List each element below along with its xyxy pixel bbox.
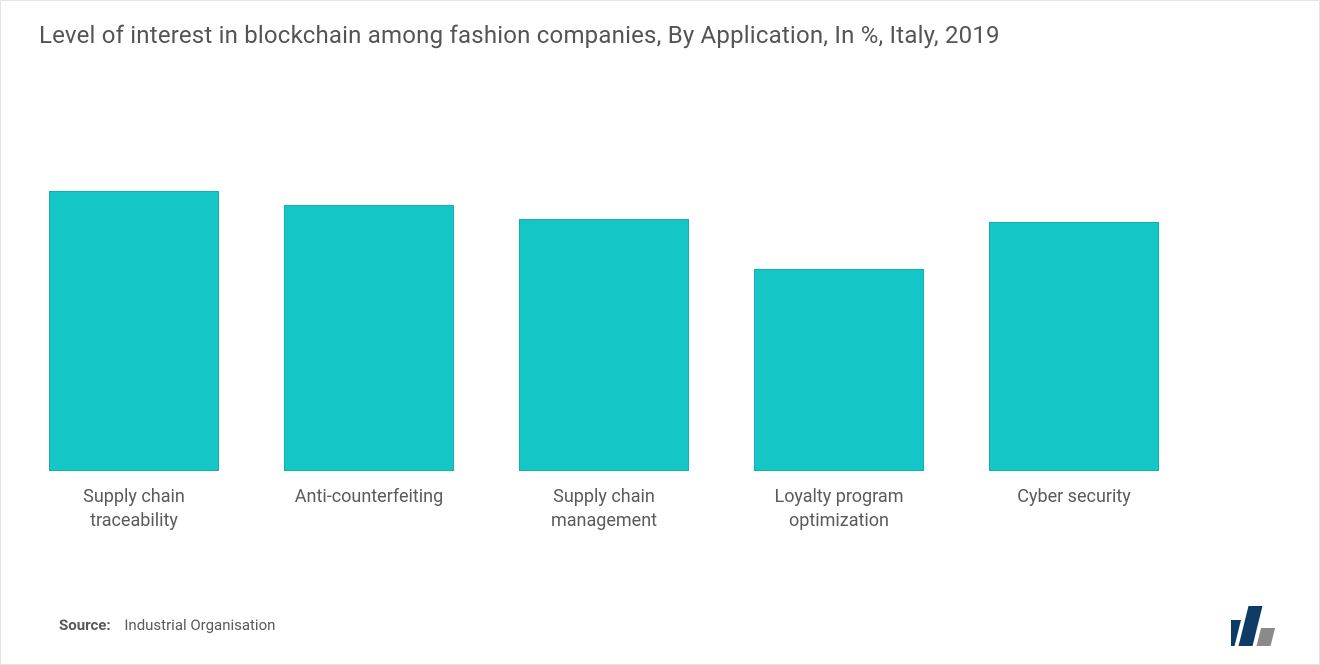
bar (754, 269, 924, 471)
source-row: Source: Industrial Organisation (59, 616, 275, 634)
source-label: Source: (59, 616, 111, 634)
bar-slot: Cyber security (989, 222, 1159, 471)
bar-label: Supply chain management (494, 471, 714, 534)
chart-title: Level of interest in blockchain among fa… (39, 21, 1281, 49)
bar-slot: Loyalty program optimization (754, 269, 924, 471)
bar-slot: Anti-counterfeiting (284, 205, 454, 471)
bar-label: Supply chain traceability (24, 471, 244, 534)
bar (49, 191, 219, 471)
source-text: Industrial Organisation (124, 616, 275, 634)
bar-label: Loyalty program optimization (729, 471, 949, 534)
chart-plot: Supply chain traceability Anti-counterfei… (39, 83, 1281, 553)
bar (284, 205, 454, 471)
bar-slot: Supply chain management (519, 219, 689, 471)
bar (989, 222, 1159, 471)
bar-slot: Supply chain traceability (49, 191, 219, 471)
bar-label: Cyber security (964, 471, 1184, 509)
chart-card: Level of interest in blockchain among fa… (0, 0, 1320, 665)
bar (519, 219, 689, 471)
chart-area: Supply chain traceability Anti-counterfei… (39, 83, 1281, 553)
bar-label: Anti-counterfeiting (259, 471, 479, 509)
brand-logo-icon (1231, 604, 1291, 646)
